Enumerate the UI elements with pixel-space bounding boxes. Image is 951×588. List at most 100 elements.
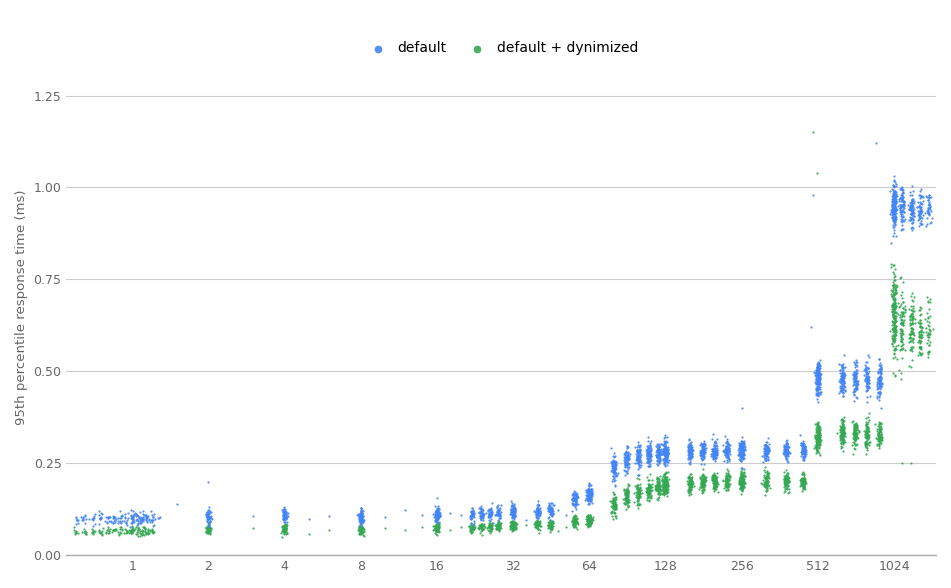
default: [707, 441, 722, 450]
default: [429, 510, 444, 520]
default: [846, 376, 862, 385]
default: [731, 440, 747, 450]
default: [835, 363, 850, 373]
default + dynimized: [353, 523, 368, 533]
default + dynimized: [684, 476, 699, 486]
default + dynimized: [492, 524, 507, 534]
default: [886, 219, 902, 228]
default + dynimized: [639, 487, 654, 497]
default: [632, 462, 648, 471]
default + dynimized: [736, 465, 751, 474]
default: [543, 505, 558, 514]
default: [884, 202, 900, 212]
default + dynimized: [506, 523, 521, 533]
default: [706, 453, 721, 463]
default + dynimized: [811, 428, 826, 437]
default: [836, 369, 851, 379]
default: [94, 509, 109, 519]
default: [861, 372, 876, 381]
default: [708, 450, 724, 460]
default: [845, 387, 861, 396]
default: [834, 377, 849, 386]
default: [845, 370, 861, 379]
default + dynimized: [885, 288, 901, 297]
default + dynimized: [722, 476, 737, 485]
default: [609, 460, 624, 470]
default: [684, 448, 699, 457]
default: [642, 449, 657, 459]
default: [733, 441, 748, 450]
default + dynimized: [620, 487, 635, 497]
default: [630, 446, 645, 456]
default + dynimized: [474, 520, 489, 530]
default + dynimized: [722, 472, 737, 482]
default: [276, 516, 291, 525]
default + dynimized: [705, 472, 720, 482]
default: [894, 193, 909, 203]
default: [508, 507, 523, 517]
default: [887, 202, 902, 212]
default: [465, 508, 480, 517]
default + dynimized: [845, 433, 861, 442]
default + dynimized: [475, 530, 490, 539]
default + dynimized: [922, 325, 938, 335]
default + dynimized: [581, 517, 596, 527]
default: [903, 213, 919, 222]
default: [697, 440, 712, 450]
default + dynimized: [862, 437, 877, 446]
default: [720, 446, 735, 456]
default + dynimized: [810, 429, 825, 438]
default: [708, 448, 723, 457]
default + dynimized: [138, 523, 153, 532]
default: [632, 442, 648, 451]
default: [201, 512, 216, 521]
default: [834, 362, 849, 372]
default + dynimized: [606, 501, 621, 510]
default + dynimized: [779, 474, 794, 483]
default + dynimized: [583, 515, 598, 524]
default: [884, 201, 900, 210]
default: [132, 514, 147, 523]
default: [277, 512, 292, 522]
default + dynimized: [656, 477, 671, 486]
default: [351, 516, 366, 525]
default + dynimized: [756, 480, 771, 489]
default + dynimized: [482, 523, 497, 532]
default + dynimized: [507, 520, 522, 530]
default: [354, 509, 369, 518]
default + dynimized: [352, 523, 367, 533]
default + dynimized: [491, 519, 506, 529]
default: [640, 455, 655, 465]
default + dynimized: [505, 520, 520, 530]
default: [541, 503, 556, 513]
default + dynimized: [503, 520, 518, 529]
default + dynimized: [279, 529, 294, 539]
default: [796, 445, 811, 454]
default + dynimized: [708, 476, 724, 485]
default + dynimized: [657, 483, 672, 493]
default: [834, 368, 849, 377]
default + dynimized: [903, 302, 919, 311]
default: [657, 460, 672, 469]
default + dynimized: [894, 290, 909, 300]
default + dynimized: [606, 502, 621, 512]
default: [606, 456, 621, 466]
default: [504, 496, 519, 506]
default + dynimized: [132, 528, 147, 537]
default: [696, 444, 711, 453]
default: [630, 451, 645, 460]
default + dynimized: [543, 523, 558, 532]
default: [758, 448, 773, 457]
default: [125, 514, 140, 523]
default: [707, 437, 722, 446]
default: [719, 439, 734, 448]
default: [133, 507, 148, 516]
default + dynimized: [797, 475, 812, 484]
default: [888, 205, 903, 215]
default: [861, 369, 876, 378]
default: [75, 512, 90, 522]
default: [580, 490, 595, 500]
default: [916, 192, 931, 201]
default: [631, 440, 647, 450]
default: [659, 446, 674, 455]
